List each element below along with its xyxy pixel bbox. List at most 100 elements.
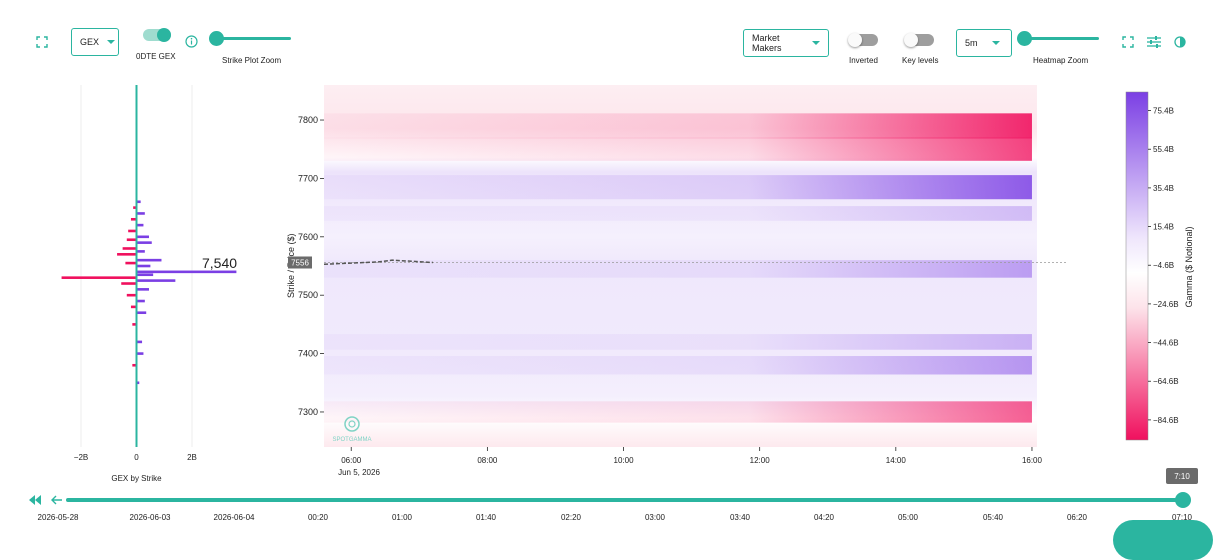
strike-bar: [128, 229, 137, 233]
strike-zoom-slider-handle[interactable]: [209, 31, 224, 46]
timeline-label[interactable]: 03:40: [729, 513, 751, 522]
x-tick-label: 08:00: [477, 456, 498, 465]
strike-bar: [136, 273, 154, 277]
participant-select[interactable]: Market Makers: [743, 29, 829, 57]
inverted-label: Inverted: [849, 56, 878, 65]
timeline-label[interactable]: 03:00: [644, 513, 666, 522]
interval-select[interactable]: 5m: [956, 29, 1012, 57]
chevron-down-icon: [812, 41, 820, 45]
heatmap-plot: 7800 7700 7600 7500 7400 7300 06:00 08:00 10:00…: [288, 85, 1066, 477]
fab-button[interactable]: [1113, 520, 1213, 560]
strike-bar: [121, 282, 137, 285]
heatmap-zoom-label: Heatmap Zoom: [1033, 56, 1089, 65]
heatmap-x-ticks: 06:00 08:00 10:00 12:00 14:00 16:00: [341, 447, 1043, 465]
strike-x-tick: 0: [134, 453, 139, 462]
strike-bar: [136, 381, 140, 385]
colorbar-tick-label: 75.4B: [1153, 107, 1174, 116]
timeline-label[interactable]: 04:20: [813, 513, 835, 522]
strike-plot-title: GEX by Strike: [111, 474, 162, 483]
toggle-knob: [848, 33, 862, 47]
strike-bars: [61, 200, 237, 385]
strike-bar: [136, 299, 145, 303]
timeline-label[interactable]: 05:40: [982, 513, 1004, 522]
colorbar-label: Gamma ($ Notional): [1184, 226, 1194, 307]
strike-bar: [126, 293, 137, 297]
strike-bar: [132, 363, 137, 367]
inverted-toggle[interactable]: [848, 33, 878, 47]
x-tick-label: 16:00: [1022, 456, 1043, 465]
strike-bar: [136, 200, 141, 204]
strike-zoom-slider-track[interactable]: [216, 37, 291, 40]
chevron-down-icon: [991, 41, 1000, 45]
strike-bar: [136, 241, 152, 244]
key-levels-label: Key levels: [902, 56, 939, 65]
timeline-label[interactable]: 2026-06-04: [213, 513, 255, 522]
gex-select-value: GEX: [80, 37, 100, 47]
y-tick-label: 7400: [298, 349, 318, 359]
contrast-icon[interactable]: [1172, 34, 1188, 50]
colorbar-tick-label: 15.4B: [1153, 223, 1174, 232]
colorbar: 75.4B 55.4B 35.4B 15.4B −4.6B −24.6B −44.6B −64…: [1125, 91, 1194, 441]
settings-sliders-icon[interactable]: [1146, 34, 1162, 50]
timeline-label[interactable]: 01:40: [475, 513, 497, 522]
odte-gex-toggle[interactable]: [143, 28, 171, 42]
heatmap-zoom-slider-track[interactable]: [1024, 37, 1099, 40]
strike-bar: [122, 247, 137, 250]
strike-bar: [136, 223, 144, 227]
timeline-label[interactable]: 05:00: [897, 513, 919, 522]
strike-bar: [136, 270, 237, 274]
info-icon[interactable]: [183, 33, 199, 49]
colorbar-tick-label: −84.6B: [1153, 416, 1179, 425]
heatmap-band: [324, 137, 1032, 161]
gex-select[interactable]: GEX: [71, 28, 119, 56]
y-tick-label: 7500: [298, 290, 318, 300]
price-series-line: [323, 259, 433, 265]
colorbar-ticks: 75.4B 55.4B 35.4B 15.4B −4.6B −24.6B −44.6B −64…: [1148, 107, 1179, 425]
x-tick-label: 14:00: [886, 456, 907, 465]
chevron-down-icon: [107, 40, 116, 44]
strike-x-tick: 2B: [187, 453, 197, 462]
spotgamma-logo: SPOTGAMMA: [332, 416, 372, 443]
heatmap-band: [324, 113, 1032, 139]
strike-bar: [136, 250, 145, 253]
fullscreen-icon[interactable]: [34, 34, 50, 50]
strike-plot: 7,540 −2B 0 2B GEX by Strike: [61, 85, 237, 483]
strike-bar: [130, 305, 137, 309]
y-tick-label: 7300: [298, 407, 318, 417]
colorbar-tick-label: −44.6B: [1153, 339, 1179, 348]
interval-select-value: 5m: [965, 38, 978, 48]
timeline-track[interactable]: [66, 498, 1182, 502]
fullscreen-icon[interactable]: [1120, 34, 1136, 50]
odte-gex-label: 0DTE GEX: [136, 52, 176, 61]
heatmap-band: [324, 401, 1032, 423]
timeline-label[interactable]: 02:20: [560, 513, 582, 522]
toggle-knob: [904, 33, 918, 47]
timeline-label[interactable]: 2026-05-28: [37, 513, 79, 522]
watermark-text: SPOTGAMMA: [332, 437, 371, 443]
strike-bar: [133, 206, 137, 209]
y-tick-label: 7600: [298, 232, 318, 242]
y-tick-label: 7800: [298, 115, 318, 125]
strike-bar: [61, 276, 137, 279]
timeline-badge-text: 7:10: [1174, 471, 1190, 481]
timeline-label[interactable]: 01:00: [391, 513, 413, 522]
strike-bar: [136, 288, 149, 291]
y-tick-label: 7700: [298, 173, 318, 183]
timeline-label[interactable]: 00:20: [307, 513, 329, 522]
x-tick-label: 06:00: [341, 456, 362, 465]
timeline-label[interactable]: 06:20: [1066, 513, 1088, 522]
timeline-label[interactable]: 07:10: [1171, 513, 1193, 522]
heatmap-band: [324, 206, 1032, 221]
key-levels-toggle[interactable]: [904, 33, 934, 47]
colorbar-gradient: [1125, 91, 1149, 441]
strike-bar: [136, 279, 176, 282]
heatmap-band: [324, 334, 1032, 350]
strike-bar: [136, 235, 149, 239]
x-tick-label: 10:00: [614, 456, 635, 465]
rewind-icon[interactable]: [27, 492, 43, 508]
colorbar-tick-label: 35.4B: [1153, 184, 1174, 193]
timeline-handle[interactable]: [1175, 492, 1191, 508]
back-arrow-icon[interactable]: [49, 492, 65, 508]
heatmap-zoom-slider-handle[interactable]: [1017, 31, 1032, 46]
timeline-label[interactable]: 2026-06-03: [129, 513, 171, 522]
